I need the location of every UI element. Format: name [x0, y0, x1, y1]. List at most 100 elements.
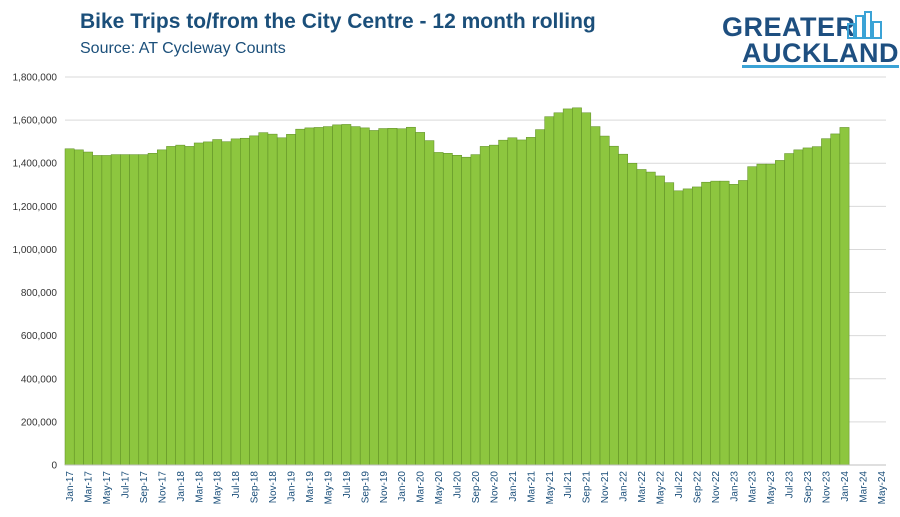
x-tick-label: Mar-17: [84, 471, 95, 503]
bar-Jan-17: [64, 148, 75, 466]
bar-Jan-18: [175, 144, 186, 466]
x-tick-label: May-22: [655, 471, 666, 505]
bar-Jun-20: [442, 153, 453, 466]
x-tick-label: Jan-21: [508, 471, 519, 502]
bar-Jul-20: [452, 154, 462, 466]
x-tick-label: Mar-22: [637, 471, 648, 503]
y-tick-label: 400,000: [21, 374, 58, 385]
bar-Jan-22: [618, 153, 628, 466]
x-tick-label: Sep-23: [803, 471, 814, 504]
bar-Jul-18: [230, 138, 241, 466]
bar-Mar-18: [193, 142, 204, 466]
bar-Jun-19: [332, 124, 342, 466]
x-tick-label: Nov-20: [489, 471, 500, 504]
bar-Jul-23: [784, 153, 795, 466]
bar-Dec-21: [609, 145, 619, 466]
x-tick-label: Jul-18: [231, 471, 242, 499]
y-tick-label: 1,000,000: [13, 245, 58, 256]
bar-Jun-23: [775, 160, 785, 466]
y-tick-label: 1,400,000: [13, 159, 58, 170]
bar-Oct-22: [701, 181, 711, 466]
bar-Sep-17: [138, 154, 149, 466]
bar-Apr-17: [92, 155, 103, 466]
bar-Feb-19: [295, 128, 306, 466]
y-tick-label: 600,000: [21, 331, 58, 342]
x-tick-label: Mar-23: [748, 471, 759, 503]
bar-Aug-20: [461, 156, 472, 466]
x-tick-label: Sep-20: [471, 471, 482, 504]
x-tick-label: Mar-19: [305, 471, 316, 503]
x-tick-label: Nov-18: [268, 471, 279, 504]
x-tick-label: Jul-17: [120, 471, 131, 499]
x-tick-label: Jul-20: [453, 471, 464, 499]
bar-Apr-18: [203, 141, 213, 466]
x-tick-label: Jul-19: [342, 471, 353, 499]
x-tick-label: Nov-17: [157, 471, 168, 504]
bar-Oct-19: [369, 130, 379, 466]
bar-May-22: [655, 175, 665, 466]
bar-Apr-21: [535, 129, 545, 466]
bar-Mar-22: [636, 169, 647, 466]
y-tick-label: 1,600,000: [13, 116, 58, 127]
x-tick-label: Jan-19: [287, 471, 298, 502]
bar-Nov-22: [710, 180, 721, 466]
x-tick-label: May-17: [102, 471, 113, 505]
x-tick-label: Nov-21: [600, 471, 611, 504]
x-tick-label: Sep-22: [692, 471, 703, 504]
x-tick-label: Jan-18: [176, 471, 187, 502]
bar-Nov-19: [378, 128, 389, 466]
x-tick-label: Jan-17: [65, 471, 76, 502]
bar-Mar-19: [304, 127, 315, 466]
bar-Dec-18: [276, 137, 287, 466]
x-tick-label: Mar-21: [526, 471, 537, 503]
bar-Mar-20: [415, 132, 426, 466]
bar-Aug-19: [350, 126, 361, 466]
bar-Nov-21: [599, 135, 610, 466]
bar-Jun-18: [221, 141, 232, 466]
bar-Mar-23: [747, 166, 758, 466]
x-tick-label: May-19: [323, 471, 334, 505]
y-tick-label: 0: [51, 461, 57, 472]
bar-Jan-20: [396, 128, 407, 466]
logo-word-greater: GREATER: [722, 12, 856, 42]
bar-May-18: [212, 139, 223, 466]
x-tick-label: Nov-19: [379, 471, 390, 504]
bar-Oct-23: [811, 146, 822, 466]
bar-Jun-17: [110, 154, 121, 466]
bar-Nov-23: [821, 138, 831, 466]
x-tick-label: Nov-23: [822, 471, 833, 504]
x-tick-label: Jul-23: [785, 471, 796, 499]
bar-May-17: [101, 155, 112, 466]
bar-Feb-21: [516, 139, 527, 466]
bar-Mar-17: [83, 151, 93, 466]
bar-Jun-22: [664, 182, 675, 466]
x-tick-label: Jan-20: [397, 471, 408, 502]
bar-Jan-21: [507, 137, 518, 466]
bar-Dec-19: [387, 128, 398, 466]
x-tick-label: May-23: [766, 471, 777, 505]
bar-Feb-22: [627, 162, 638, 466]
bar-Dec-22: [719, 180, 730, 466]
x-tick-label: Jan-23: [729, 471, 740, 502]
bar-Sep-23: [802, 147, 813, 466]
x-tick-label: Jul-22: [674, 471, 685, 499]
bar-Sep-22: [692, 186, 702, 466]
bar-Jan-19: [286, 134, 296, 466]
bar-Apr-20: [424, 140, 435, 466]
bar-Jul-19: [341, 124, 352, 466]
bar-Aug-17: [129, 154, 140, 466]
x-tick-label: Mar-18: [194, 471, 205, 503]
x-tick-label: Sep-17: [139, 471, 150, 504]
x-tick-label: Mar-24: [858, 471, 869, 503]
bar-Jul-21: [562, 108, 573, 466]
x-tick-label: Nov-22: [711, 471, 722, 504]
bar-Sep-21: [581, 112, 592, 466]
bar-Aug-22: [682, 188, 693, 466]
y-tick-label: 200,000: [21, 417, 58, 428]
bar-Jul-22: [673, 190, 684, 466]
bar-Dec-17: [166, 146, 176, 466]
bar-Feb-17: [73, 149, 84, 466]
x-tick-label: Sep-19: [360, 471, 371, 504]
bar-Mar-21: [525, 137, 536, 466]
greater-auckland-logo[interactable]: GREATER AUCKLAND: [722, 10, 898, 68]
